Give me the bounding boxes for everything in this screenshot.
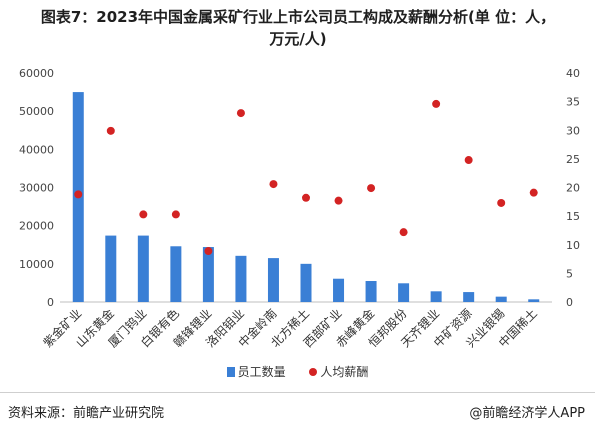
bar — [430, 291, 442, 302]
chart-title-line1: 图表7：2023年中国金属采矿行业上市公司员工构成及薪酬分析(单 位：人， — [40, 8, 556, 26]
left-y-axis: 0 10000 20000 30000 40000 50000 60000 — [19, 67, 54, 309]
left-tick-label: 0 — [47, 296, 54, 309]
bar — [235, 255, 247, 302]
bar — [495, 296, 507, 302]
bar — [267, 258, 279, 302]
data-point — [139, 210, 148, 219]
data-point — [171, 210, 180, 219]
left-tick-label: 20000 — [19, 220, 54, 233]
right-tick-label: 10 — [566, 239, 580, 252]
right-tick-label: 20 — [566, 182, 580, 195]
legend-item-bar: 员工数量 — [226, 363, 286, 380]
bar — [202, 247, 214, 302]
legend-dot-label: 人均薪酬 — [320, 365, 369, 379]
left-tick-label: 10000 — [19, 258, 54, 271]
bar — [463, 292, 475, 302]
left-tick-label: 60000 — [19, 67, 54, 80]
data-point — [497, 198, 506, 207]
bar — [137, 235, 149, 302]
bar — [398, 283, 410, 302]
bar — [105, 235, 117, 302]
data-point — [367, 184, 376, 193]
right-tick-label: 5 — [566, 267, 573, 280]
dot-series — [74, 99, 538, 256]
data-point — [204, 247, 213, 256]
legend-bar-swatch — [226, 367, 235, 377]
bar — [170, 246, 182, 302]
right-tick-label: 15 — [566, 210, 580, 223]
right-tick-label: 30 — [566, 124, 580, 137]
footer-divider — [0, 392, 595, 393]
brand-text: @前瞻经济学人APP — [469, 406, 585, 421]
data-point — [302, 193, 310, 202]
left-tick-label: 50000 — [19, 105, 54, 118]
data-point — [106, 126, 115, 135]
legend-item-dot: 人均薪酬 — [309, 363, 368, 380]
x-tick-labels: 紫金矿业山东黄金厦门钨业白银有色赣锋锂业洛阳钼业中金岭南北方稀土西部矿业赤峰黄金… — [40, 306, 540, 351]
chart-title-line2: 万元/人) — [269, 30, 327, 48]
data-point — [334, 196, 343, 205]
data-point — [399, 228, 408, 237]
right-tick-label: 0 — [566, 296, 573, 309]
bar — [365, 281, 377, 302]
right-y-axis: 0 5 10 15 20 25 30 35 40 — [566, 67, 580, 309]
bar — [300, 263, 312, 302]
right-tick-label: 25 — [566, 153, 580, 166]
legend-bar-label: 员工数量 — [237, 365, 286, 379]
data-point — [74, 190, 83, 199]
bar — [528, 299, 540, 302]
data-point — [464, 156, 473, 165]
right-tick-label: 35 — [566, 96, 580, 109]
data-point — [236, 109, 245, 118]
legend: 员工数量 人均薪酬 — [0, 363, 595, 380]
legend-dot-swatch — [309, 368, 318, 376]
chart-title: 图表7：2023年中国金属采矿行业上市公司员工构成及薪酬分析(单 位：人， 万元… — [8, 6, 588, 50]
data-point — [529, 188, 538, 197]
right-tick-label: 40 — [566, 67, 580, 80]
data-point — [269, 180, 278, 189]
data-point — [432, 99, 441, 108]
left-tick-label: 40000 — [19, 143, 54, 156]
left-tick-label: 30000 — [19, 182, 54, 195]
brand-credit: @前瞻经济学人APP — [469, 402, 585, 421]
bar — [333, 278, 345, 302]
source-note: 资料来源：前瞻产业研究院 — [8, 406, 165, 421]
